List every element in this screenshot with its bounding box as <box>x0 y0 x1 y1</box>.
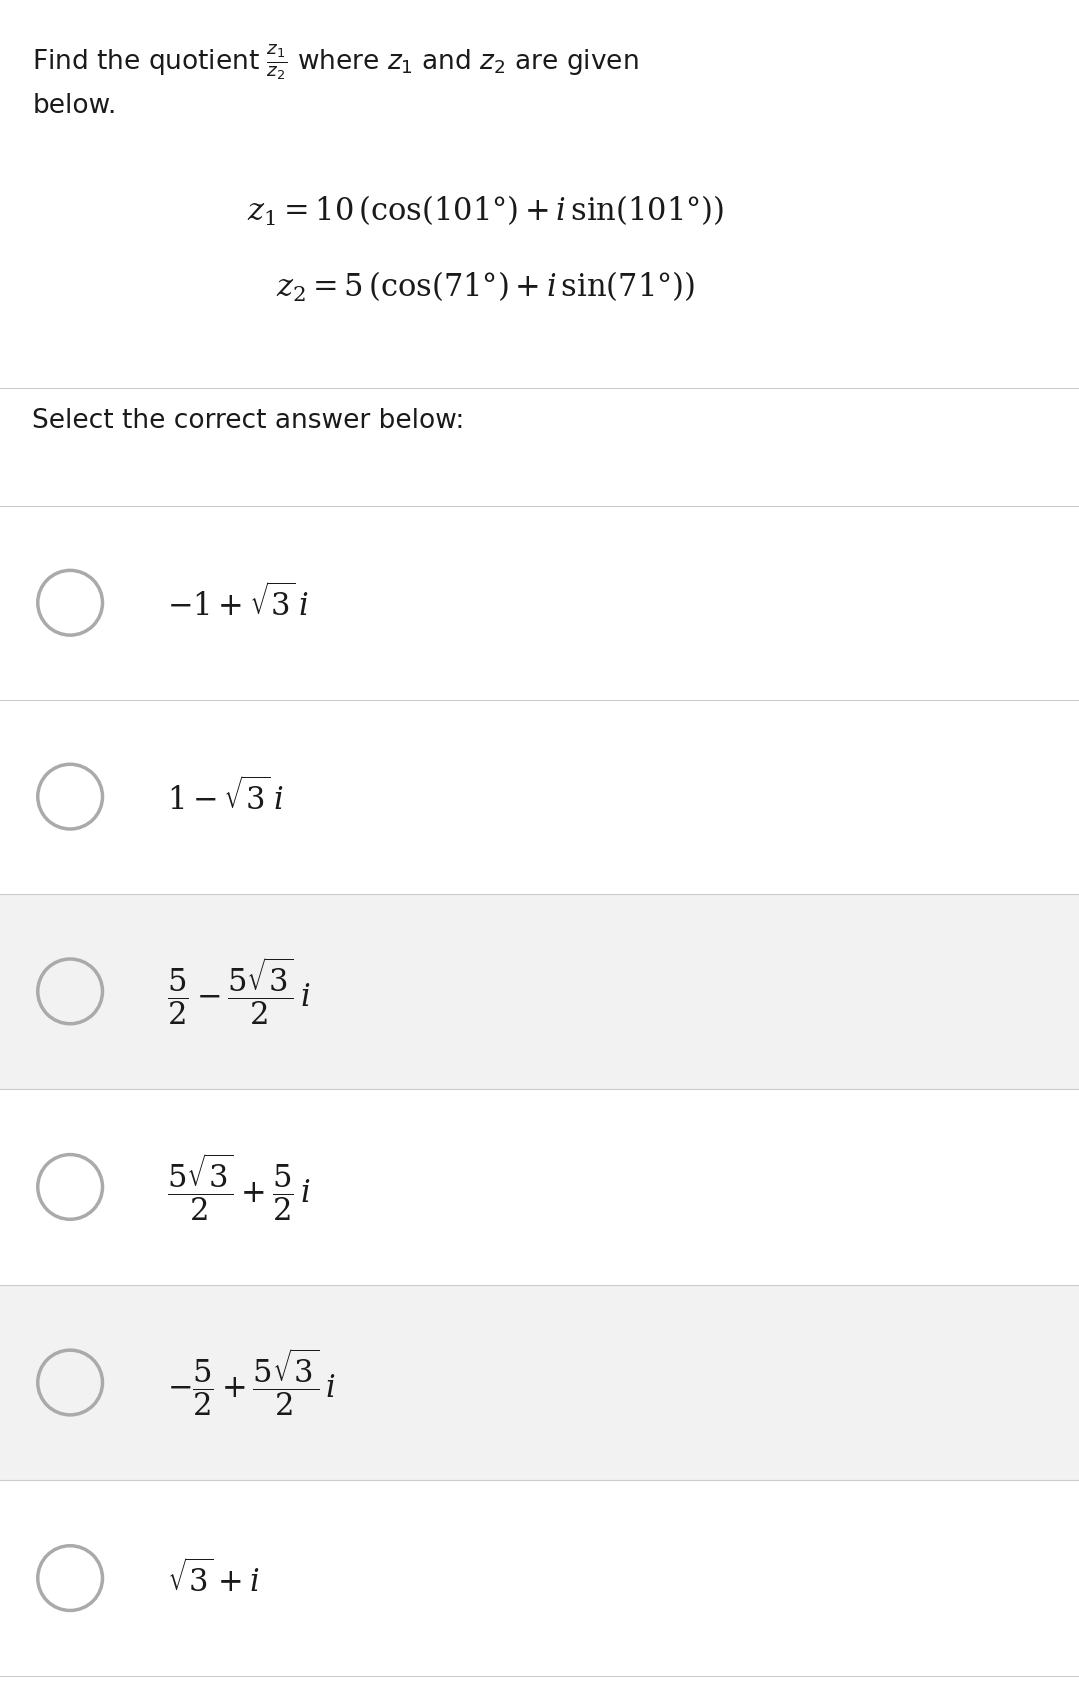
Text: $\dfrac{5}{2} - \dfrac{5\sqrt{3}}{2}\,i$: $\dfrac{5}{2} - \dfrac{5\sqrt{3}}{2}\,i$ <box>167 956 311 1027</box>
Text: Select the correct answer below:: Select the correct answer below: <box>32 408 465 433</box>
Text: below.: below. <box>32 93 117 118</box>
Text: $-1 + \sqrt{3}\,i$: $-1 + \sqrt{3}\,i$ <box>167 583 310 622</box>
Text: $\dfrac{5\sqrt{3}}{2} + \dfrac{5}{2}\,i$: $\dfrac{5\sqrt{3}}{2} + \dfrac{5}{2}\,i$ <box>167 1152 311 1222</box>
Text: $-\dfrac{5}{2} + \dfrac{5\sqrt{3}}{2}\,i$: $-\dfrac{5}{2} + \dfrac{5\sqrt{3}}{2}\,i… <box>167 1347 337 1418</box>
Text: Find the quotient $\frac{z_1}{z_2}$ where $z_1$ and $z_2$ are given: Find the quotient $\frac{z_1}{z_2}$ wher… <box>32 42 639 81</box>
Text: $z_1 = 10\,(\cos(101°) + i\,\sin(101°))$: $z_1 = 10\,(\cos(101°) + i\,\sin(101°))$ <box>247 194 724 228</box>
FancyBboxPatch shape <box>0 894 1079 1089</box>
Text: $1 - \sqrt{3}\,i$: $1 - \sqrt{3}\,i$ <box>167 777 284 816</box>
FancyBboxPatch shape <box>0 1285 1079 1480</box>
Text: $z_2 = 5\,(\cos(71°) + i\,\sin(71°))$: $z_2 = 5\,(\cos(71°) + i\,\sin(71°))$ <box>276 270 695 303</box>
Text: $\sqrt{3} + i$: $\sqrt{3} + i$ <box>167 1558 259 1598</box>
